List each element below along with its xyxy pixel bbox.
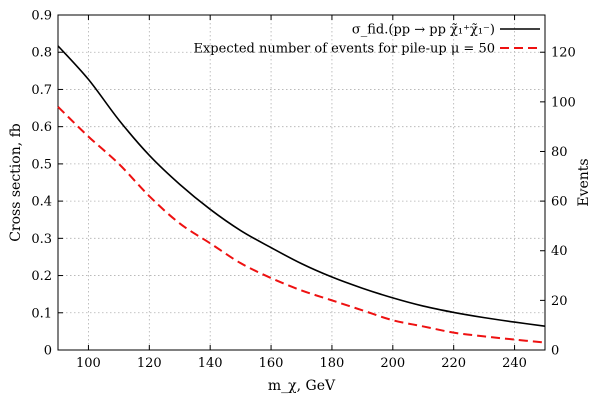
x-tick-label: 180 bbox=[320, 356, 345, 371]
y-tick-label: 0.6 bbox=[31, 120, 52, 135]
y2-tick-label: 100 bbox=[551, 95, 576, 110]
legend: σ_fid.(pp → pp χ̃₁⁺χ̃₁⁻) Expected number … bbox=[193, 23, 540, 57]
x-tick-label: 200 bbox=[380, 356, 405, 371]
y-tick-label: 0.4 bbox=[31, 195, 52, 210]
y-tick-label: 0.8 bbox=[31, 46, 52, 61]
x-tick-label: 240 bbox=[502, 356, 527, 371]
y-tick-label: 0.1 bbox=[31, 306, 52, 321]
y2-tick-label: 80 bbox=[551, 145, 568, 160]
y-tick-label: 0.2 bbox=[31, 269, 52, 284]
x-tick-label: 140 bbox=[198, 356, 223, 371]
y2-axis-label: Events bbox=[576, 158, 592, 206]
grid-lines bbox=[58, 14, 545, 351]
y2-tick-label: 120 bbox=[551, 46, 576, 61]
x-axis-label: m_χ, GeV bbox=[268, 378, 336, 394]
y-tick-label: 0 bbox=[44, 344, 52, 359]
y-tick-label: 0.3 bbox=[31, 232, 52, 247]
y2-tick-label: 40 bbox=[551, 244, 568, 259]
x-tick-label: 160 bbox=[259, 356, 284, 371]
plot-frame bbox=[57, 14, 546, 351]
legend-label: Expected number of events for pile-up μ … bbox=[193, 42, 495, 57]
expected-events-line bbox=[57, 106, 546, 344]
y-tick-label: 0.5 bbox=[31, 157, 52, 172]
y-tick-label: 0.7 bbox=[31, 83, 52, 98]
series-layer bbox=[57, 45, 546, 344]
x-tick-label: 100 bbox=[76, 356, 101, 371]
axis-ticks: 100 120 140 160 180 200 220 24000.10.20.30.40.5… bbox=[31, 9, 576, 372]
y2-tick-label: 0 bbox=[551, 344, 559, 359]
y-axis-label: Cross section, fb bbox=[8, 123, 24, 242]
y2-tick-label: 60 bbox=[551, 195, 568, 210]
x-tick-label: 220 bbox=[441, 356, 466, 371]
y-tick-label: 0.9 bbox=[31, 9, 52, 24]
cross-section-line bbox=[57, 45, 546, 327]
y2-tick-label: 20 bbox=[551, 294, 568, 309]
x-tick-label: 120 bbox=[137, 356, 162, 371]
legend-label: σ_fid.(pp → pp χ̃₁⁺χ̃₁⁻) bbox=[352, 23, 495, 38]
